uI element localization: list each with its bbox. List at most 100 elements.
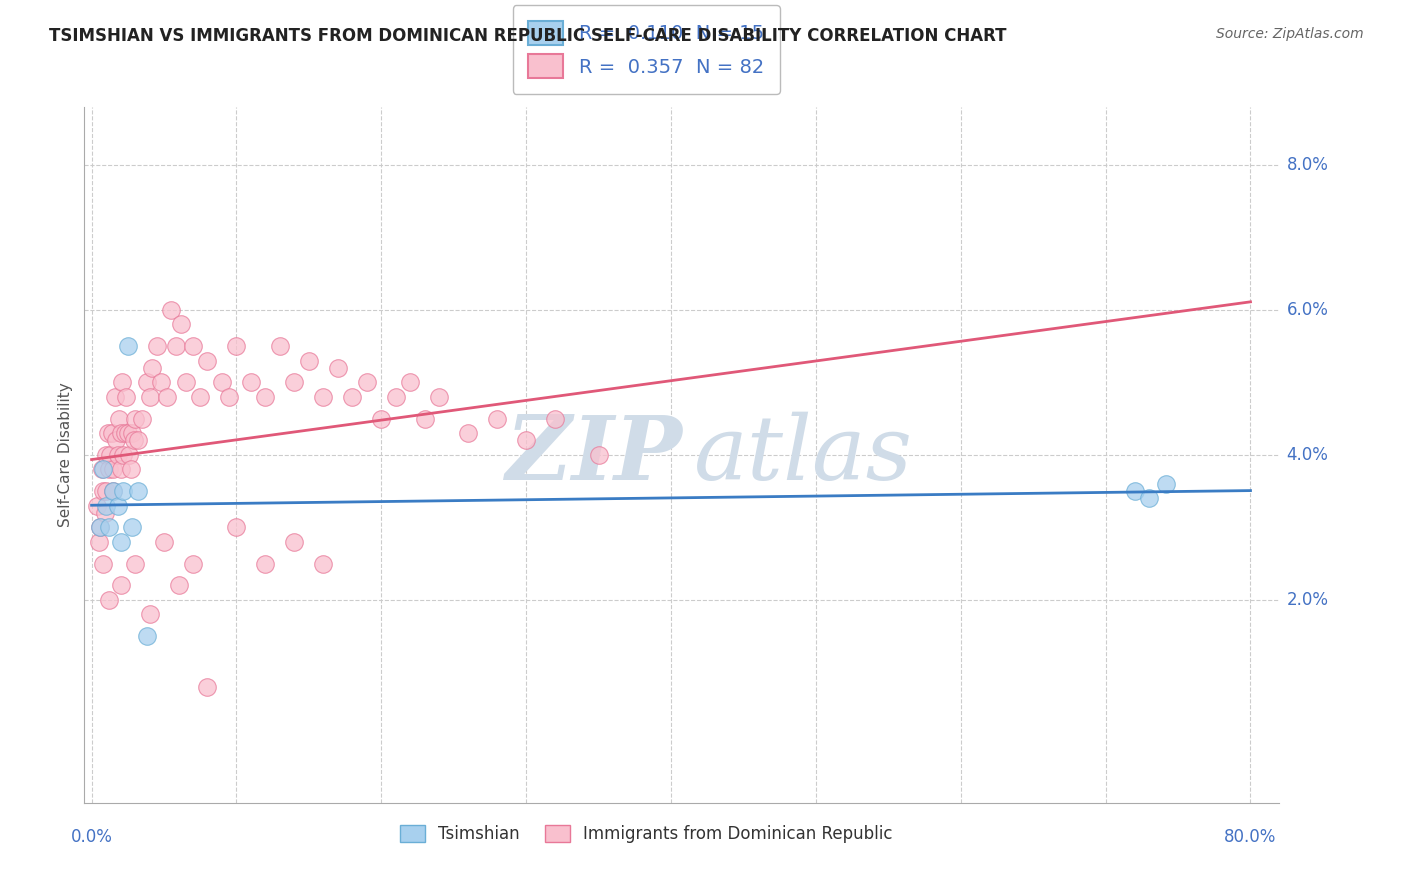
- Point: [225, 339, 247, 353]
- Point: [103, 462, 125, 476]
- Point: [298, 353, 321, 368]
- Text: Source: ZipAtlas.com: Source: ZipAtlas.com: [1216, 27, 1364, 41]
- Point: [427, 390, 450, 404]
- Point: [1123, 484, 1146, 499]
- Point: [181, 557, 204, 571]
- Point: [101, 426, 124, 441]
- Point: [124, 557, 146, 571]
- Point: [225, 520, 247, 534]
- Point: [127, 484, 149, 499]
- Point: [370, 411, 392, 425]
- Point: [111, 376, 134, 390]
- Point: [135, 376, 157, 390]
- Point: [110, 534, 132, 549]
- Point: [122, 434, 145, 448]
- Point: [98, 520, 121, 534]
- Point: [486, 411, 509, 425]
- Point: [160, 303, 183, 318]
- Point: [91, 462, 114, 476]
- Point: [326, 361, 349, 376]
- Point: [103, 484, 125, 499]
- Point: [239, 376, 262, 390]
- Point: [167, 578, 190, 592]
- Point: [91, 484, 114, 499]
- Point: [110, 578, 132, 592]
- Point: [197, 680, 219, 694]
- Point: [515, 434, 537, 448]
- Point: [399, 376, 422, 390]
- Legend: Tsimshian, Immigrants from Dominican Republic: Tsimshian, Immigrants from Dominican Rep…: [394, 819, 898, 850]
- Point: [181, 339, 204, 353]
- Point: [588, 448, 610, 462]
- Point: [457, 426, 479, 441]
- Point: [544, 411, 567, 425]
- Text: ZIP: ZIP: [506, 412, 682, 498]
- Text: 80.0%: 80.0%: [1225, 828, 1277, 846]
- Point: [98, 592, 121, 607]
- Point: [104, 390, 127, 404]
- Point: [94, 448, 117, 462]
- Point: [112, 448, 135, 462]
- Point: [174, 376, 197, 390]
- Point: [118, 448, 141, 462]
- Point: [254, 557, 277, 571]
- Point: [131, 411, 153, 425]
- Point: [283, 534, 305, 549]
- Point: [211, 376, 233, 390]
- Text: TSIMSHIAN VS IMMIGRANTS FROM DOMINICAN REPUBLIC SELF-CARE DISABILITY CORRELATION: TSIMSHIAN VS IMMIGRANTS FROM DOMINICAN R…: [49, 27, 1007, 45]
- Point: [91, 557, 114, 571]
- Point: [89, 520, 111, 534]
- Point: [87, 534, 110, 549]
- Point: [108, 411, 131, 425]
- Point: [283, 376, 305, 390]
- Point: [153, 534, 176, 549]
- Text: 4.0%: 4.0%: [1286, 446, 1329, 464]
- Point: [197, 353, 219, 368]
- Point: [141, 361, 163, 376]
- Point: [107, 499, 129, 513]
- Point: [218, 390, 240, 404]
- Point: [117, 426, 139, 441]
- Point: [342, 390, 364, 404]
- Point: [356, 376, 378, 390]
- Point: [138, 607, 160, 622]
- Point: [115, 390, 138, 404]
- Point: [124, 411, 146, 425]
- Point: [89, 520, 111, 534]
- Text: atlas: atlas: [695, 411, 912, 499]
- Point: [90, 462, 112, 476]
- Point: [413, 411, 436, 425]
- Point: [150, 376, 173, 390]
- Point: [269, 339, 291, 353]
- Point: [1137, 491, 1160, 506]
- Point: [103, 484, 125, 499]
- Point: [86, 499, 108, 513]
- Point: [312, 557, 335, 571]
- Text: 8.0%: 8.0%: [1286, 156, 1329, 174]
- Point: [117, 339, 139, 353]
- Text: 0.0%: 0.0%: [70, 828, 112, 846]
- Text: 2.0%: 2.0%: [1286, 591, 1329, 609]
- Point: [135, 629, 157, 643]
- Point: [98, 462, 121, 476]
- Point: [112, 484, 135, 499]
- Point: [254, 390, 277, 404]
- Point: [121, 520, 143, 534]
- Point: [114, 426, 136, 441]
- Point: [93, 506, 115, 520]
- Point: [170, 318, 193, 332]
- Point: [96, 426, 118, 441]
- Point: [94, 484, 117, 499]
- Point: [120, 462, 142, 476]
- Point: [94, 499, 117, 513]
- Point: [107, 448, 129, 462]
- Point: [156, 390, 179, 404]
- Point: [165, 339, 187, 353]
- Point: [385, 390, 408, 404]
- Point: [146, 339, 169, 353]
- Point: [312, 390, 335, 404]
- Point: [110, 426, 132, 441]
- Point: [138, 390, 160, 404]
- Point: [127, 434, 149, 448]
- Point: [121, 426, 143, 441]
